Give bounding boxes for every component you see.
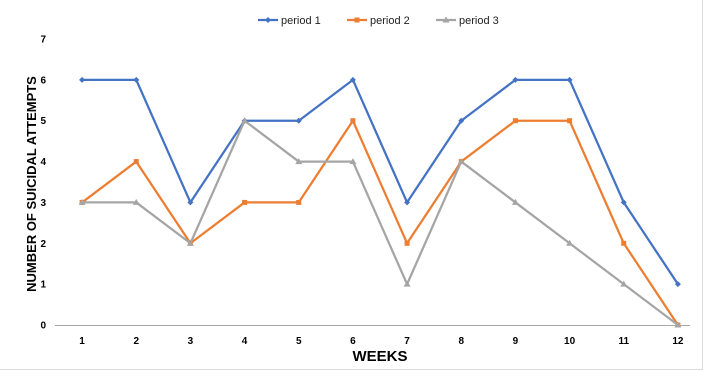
data-point [620,280,628,287]
legend-item: period 1 [258,15,321,27]
data-point [349,158,357,165]
data-point [404,240,410,246]
data-point [349,76,356,83]
x-tick-label: 5 [296,336,302,347]
data-point [296,199,302,205]
y-axis-title: NUMBER OF SUICIDAL ATTEMPTS [24,76,39,292]
data-point [512,118,518,124]
data-point [295,117,302,124]
data-point [566,76,573,83]
data-point [265,17,271,23]
y-tick-label: 7 [40,35,46,46]
y-tick-label: 5 [40,116,46,127]
x-tick-label: 8 [458,336,464,347]
y-tick-label: 4 [40,157,46,168]
y-tick-label: 0 [40,321,46,332]
data-point [133,159,139,165]
x-tick-label: 7 [404,336,410,347]
series-3 [78,117,682,328]
data-point [187,199,194,206]
data-point [458,117,465,124]
x-tick-label: 4 [242,336,248,347]
data-point [354,17,360,23]
data-point [567,118,573,124]
y-tick-label: 1 [40,280,46,291]
y-tick-label: 6 [40,75,46,86]
data-point [186,239,194,246]
legend-item: period 3 [436,15,499,27]
series-line [82,119,679,326]
x-tick-label: 12 [672,336,684,347]
x-tick-label: 2 [133,336,139,347]
x-tick-label: 3 [188,336,194,347]
series-line [82,78,679,285]
data-point [621,240,627,246]
data-point [512,76,519,83]
plot-area [78,76,682,328]
legend-label: period 3 [459,15,499,27]
data-point [674,281,681,288]
data-point [511,198,519,205]
x-tick-label: 6 [350,336,356,347]
data-point [566,239,574,246]
data-point [133,76,140,83]
data-point [403,280,411,287]
data-point [241,117,249,124]
y-tick-label: 2 [40,239,46,250]
series-line [81,119,679,326]
x-tick-label: 11 [618,336,629,347]
x-tick-label: 1 [79,336,85,347]
y-axis: 0 1 2 3 4 5 6 7 [40,35,46,332]
legend-label: period 1 [281,15,321,27]
data-point [404,199,411,206]
x-tick-label: 10 [564,336,576,347]
data-point [78,198,86,205]
data-point [295,158,303,165]
x-axis: 1 2 3 4 5 6 7 8 9 10 11 12 [55,325,690,347]
data-point [350,118,356,124]
data-point [674,321,682,328]
x-axis-title: WEEKS [352,348,407,365]
data-point [79,76,86,83]
legend-item: period 2 [347,15,410,27]
data-point [442,16,450,23]
data-point [132,198,140,205]
x-tick-label: 9 [513,336,519,347]
data-point [242,199,248,205]
data-point [620,199,627,206]
data-point [457,158,465,165]
legend-label: period 2 [370,15,410,27]
y-tick-label: 3 [40,198,46,209]
legend: period 1 period 2 period 3 [258,15,499,27]
